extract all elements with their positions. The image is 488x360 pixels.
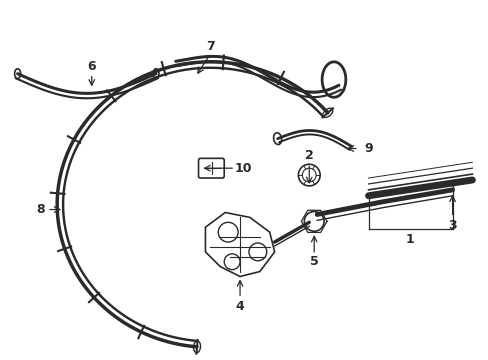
Text: 6: 6 <box>87 60 96 73</box>
Text: 7: 7 <box>205 40 214 53</box>
Text: 9: 9 <box>364 142 372 155</box>
Text: 5: 5 <box>309 255 318 268</box>
Text: 8: 8 <box>36 203 44 216</box>
Text: 4: 4 <box>235 300 244 312</box>
Text: 2: 2 <box>304 149 313 162</box>
Text: 1: 1 <box>405 233 414 246</box>
Text: 10: 10 <box>234 162 251 175</box>
Text: 3: 3 <box>447 219 456 232</box>
